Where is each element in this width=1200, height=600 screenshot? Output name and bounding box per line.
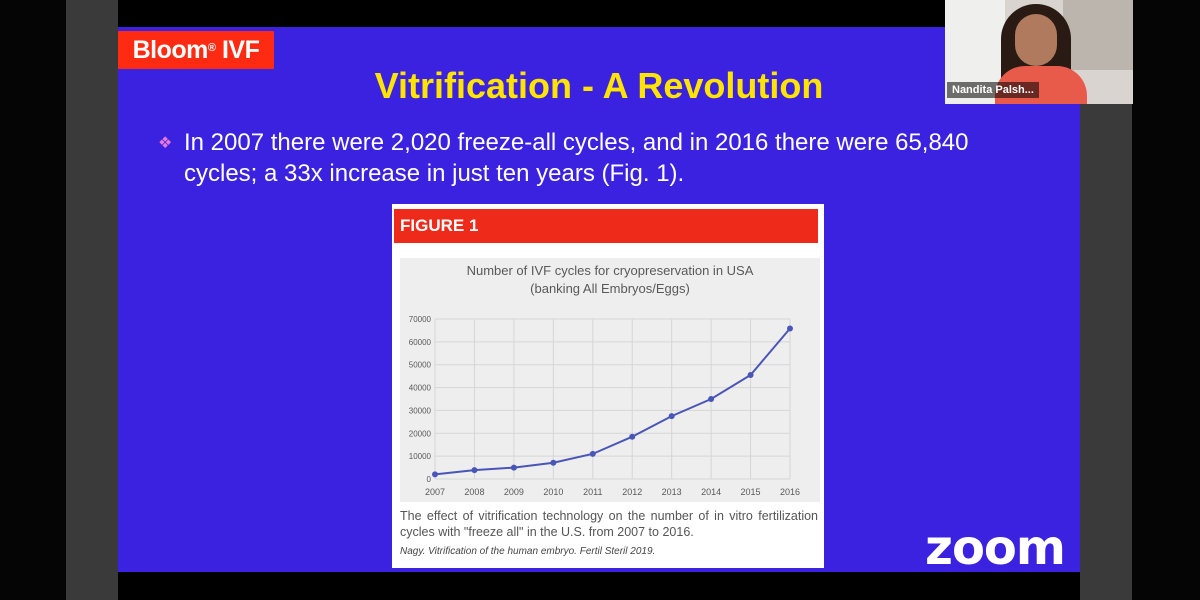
x-tick-label: 2016 [780,487,800,497]
chart-title: Number of IVF cycles for cryopreservatio… [467,263,754,278]
x-tick-label: 2009 [504,487,524,497]
data-point [550,459,557,466]
bullet-text: In 2007 there were 2,020 freeze-all cycl… [184,129,969,187]
chart-subtitle: (banking All Embryos/Eggs) [530,281,690,296]
y-tick-label: 0 [427,475,432,484]
logo-registered-mark: ® [207,42,216,54]
screen-border-left [0,0,66,600]
figure-label: FIGURE 1 [394,209,818,243]
y-tick-label: 30000 [409,406,432,415]
data-point [589,450,596,457]
participant-video-tile[interactable]: Nandita Palsh... [945,0,1133,104]
y-tick-label: 40000 [409,384,432,393]
x-tick-label: 2014 [701,487,721,497]
zoom-logo: zoom [925,520,1066,576]
x-tick-label: 2013 [662,487,682,497]
shared-slide: Bloom® IVF Vitrification - A Revolution … [118,27,1080,572]
line-chart: Number of IVF cycles for cryopreservatio… [409,263,800,497]
y-tick-label: 20000 [409,429,432,438]
y-tick-label: 10000 [409,452,432,461]
screen-border-right [1132,0,1200,600]
chart-panel: Number of IVF cycles for cryopreservatio… [400,258,820,502]
data-point [471,467,478,474]
data-point [787,325,793,332]
y-tick-label: 60000 [409,338,432,347]
x-tick-label: 2012 [622,487,642,497]
participant-face [1015,14,1057,66]
data-point [510,464,517,471]
x-tick-label: 2007 [425,487,445,497]
bloom-ivf-logo: Bloom® IVF [118,31,274,69]
background-curtain [1063,0,1133,70]
logo-main: Bloom [132,36,209,64]
logo-suffix: IVF [221,36,260,64]
data-point [629,433,636,440]
data-point [432,471,438,478]
data-point [668,413,675,420]
diamond-bullet-icon: ❖ [158,135,173,152]
y-tick-label: 70000 [409,315,432,324]
data-point [747,372,754,378]
y-tick-label: 50000 [409,361,432,370]
figure-citation: Nagy. Vitrification of the human embryo.… [400,546,656,557]
participant-name-label: Nandita Palsh... [947,82,1039,98]
series-line [434,327,791,476]
x-tick-label: 2008 [464,487,484,497]
slide-title: Vitrification - A Revolution [374,65,824,106]
x-tick-label: 2015 [741,487,761,497]
data-point [708,396,715,402]
figure-caption: The effect of vitrification technology o… [400,509,818,539]
x-tick-label: 2011 [583,487,602,497]
share-letterbox-left [66,0,118,600]
figure-card: FIGURE 1 Number of IVF cycles for cryopr… [392,204,824,568]
x-tick-label: 2010 [543,487,563,497]
